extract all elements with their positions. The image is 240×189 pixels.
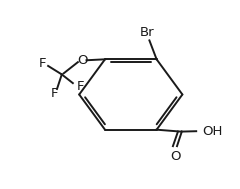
- Text: F: F: [51, 87, 58, 100]
- Text: OH: OH: [203, 125, 223, 138]
- Text: F: F: [39, 57, 46, 70]
- Text: Br: Br: [140, 26, 154, 40]
- Text: O: O: [171, 150, 181, 163]
- Text: O: O: [77, 54, 87, 67]
- Text: F: F: [77, 80, 84, 93]
